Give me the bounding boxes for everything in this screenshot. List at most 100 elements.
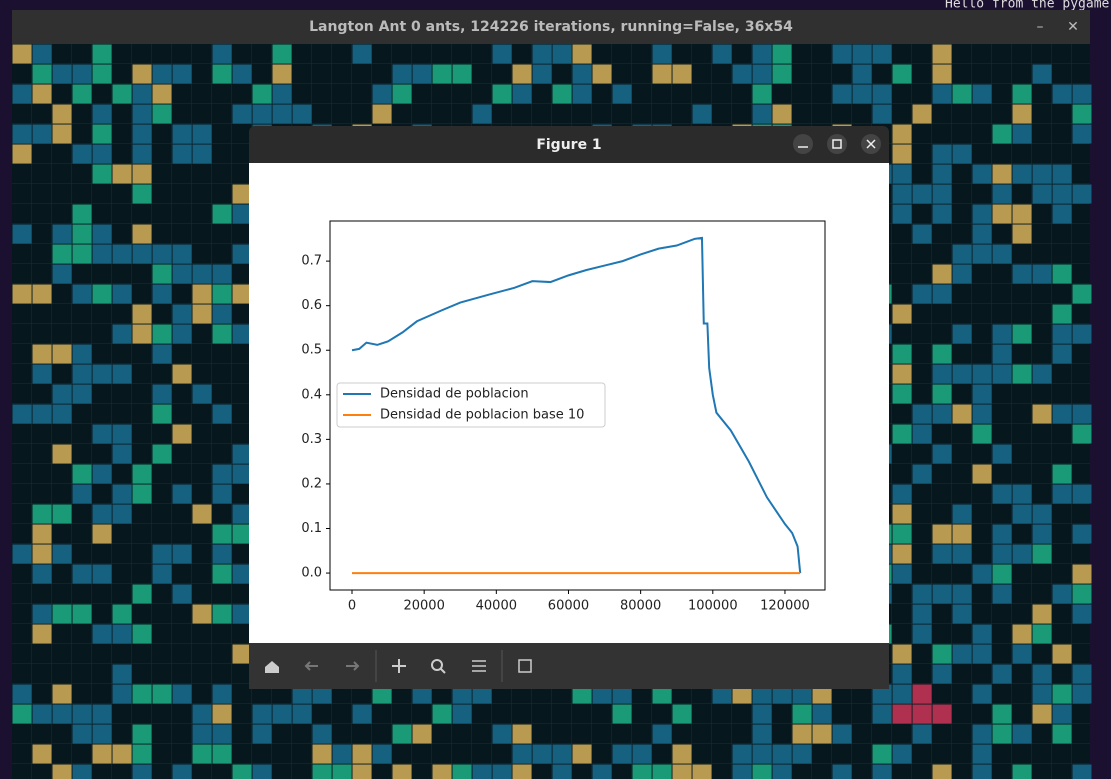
grid-cell bbox=[292, 684, 312, 704]
grid-cell bbox=[32, 624, 52, 644]
grid-cell bbox=[252, 764, 272, 779]
maximize-button[interactable] bbox=[827, 134, 847, 154]
grid-cell bbox=[952, 84, 972, 104]
grid-cell bbox=[772, 64, 792, 84]
grid-cell bbox=[892, 664, 912, 684]
grid-cell bbox=[792, 744, 812, 764]
grid-cell bbox=[972, 624, 992, 644]
grid-cell bbox=[392, 64, 412, 84]
grid-cell bbox=[212, 44, 232, 64]
grid-cell bbox=[1072, 84, 1092, 104]
grid-cell bbox=[212, 264, 232, 284]
toolbar-icons[interactable] bbox=[265, 659, 532, 674]
grid-cell bbox=[52, 684, 72, 704]
grid-cell bbox=[92, 144, 112, 164]
grid-cell bbox=[432, 764, 452, 779]
grid-cell bbox=[952, 644, 972, 664]
grid-cell bbox=[972, 424, 992, 444]
grid-cell bbox=[672, 764, 692, 779]
grid-cell bbox=[332, 744, 352, 764]
figure-title: Figure 1 bbox=[536, 137, 601, 153]
grid-cell bbox=[252, 724, 272, 744]
grid-cell bbox=[612, 704, 632, 724]
grid-cell bbox=[52, 344, 72, 364]
grid-cell bbox=[872, 44, 892, 64]
grid-cell bbox=[32, 124, 52, 144]
grid-cell bbox=[72, 364, 92, 384]
grid-cell bbox=[92, 164, 112, 184]
grid-cell bbox=[952, 404, 972, 424]
grid-cell bbox=[72, 84, 92, 104]
grid-cell bbox=[1072, 104, 1092, 124]
x-tick-label: 40000 bbox=[476, 599, 517, 614]
grid-cell bbox=[292, 704, 312, 724]
grid-cell bbox=[472, 104, 492, 124]
grid-cell bbox=[1032, 604, 1052, 624]
grid-cell bbox=[932, 644, 952, 664]
grid-cell bbox=[972, 364, 992, 384]
grid-cell bbox=[772, 764, 792, 779]
grid-cell bbox=[152, 244, 172, 264]
grid-cell bbox=[972, 644, 992, 664]
grid-cell bbox=[512, 84, 532, 104]
x-tick-label: 80000 bbox=[620, 599, 661, 614]
grid-cell bbox=[692, 764, 712, 779]
grid-cell bbox=[72, 64, 92, 84]
grid-cell bbox=[1052, 344, 1072, 364]
grid-cell bbox=[1012, 624, 1032, 644]
grid-cell bbox=[812, 704, 832, 724]
x-tick-label: 20000 bbox=[403, 599, 444, 614]
grid-cell bbox=[152, 264, 172, 284]
grid-cell bbox=[12, 284, 32, 304]
grid-cell bbox=[972, 724, 992, 744]
grid-cell bbox=[1012, 104, 1032, 124]
close-button[interactable]: ✕ bbox=[1067, 19, 1079, 35]
grid-cell bbox=[232, 644, 252, 664]
grid-cell bbox=[132, 324, 152, 344]
grid-cell bbox=[792, 724, 812, 744]
grid-cell bbox=[132, 624, 152, 644]
grid-cell bbox=[912, 404, 932, 424]
grid-cell bbox=[752, 704, 772, 724]
toolbar-separator bbox=[375, 650, 503, 682]
grid-cell bbox=[52, 444, 72, 464]
grid-cell bbox=[212, 604, 232, 624]
grid-cell bbox=[992, 544, 1012, 564]
minimize-button[interactable] bbox=[793, 134, 813, 154]
grid-cell bbox=[1032, 704, 1052, 724]
grid-cell bbox=[1072, 664, 1092, 684]
y-tick-label: 0.7 bbox=[301, 254, 322, 269]
grid-cell bbox=[932, 184, 952, 204]
grid-cell bbox=[372, 84, 392, 104]
grid-cell bbox=[812, 684, 832, 704]
grid-cell bbox=[152, 324, 172, 344]
grid-cell bbox=[212, 564, 232, 584]
grid-cell bbox=[812, 724, 832, 744]
grid-cell bbox=[232, 604, 252, 624]
grid-cell bbox=[212, 544, 232, 564]
grid-cell bbox=[172, 544, 192, 564]
grid-cell bbox=[52, 404, 72, 424]
grid-cell bbox=[132, 684, 152, 704]
grid-cell bbox=[892, 644, 912, 664]
grid-cell bbox=[232, 764, 252, 779]
grid-cell bbox=[1012, 764, 1032, 779]
grid-cell bbox=[832, 764, 852, 779]
minimize-button[interactable]: – bbox=[1037, 19, 1044, 35]
grid-cell bbox=[492, 724, 512, 744]
grid-cell bbox=[72, 464, 92, 484]
grid-cell bbox=[92, 104, 112, 124]
grid-cell bbox=[792, 704, 812, 724]
grid-cell bbox=[132, 304, 152, 324]
grid-cell bbox=[592, 764, 612, 779]
grid-cell bbox=[932, 584, 952, 604]
grid-cell bbox=[92, 724, 112, 744]
grid-cell bbox=[172, 324, 192, 344]
grid-cell bbox=[972, 404, 992, 424]
grid-cell bbox=[992, 344, 1012, 364]
grid-cell bbox=[172, 364, 192, 384]
grid-cell bbox=[1012, 324, 1032, 344]
grid-cell bbox=[412, 684, 432, 704]
grid-cell bbox=[872, 104, 892, 124]
grid-cell bbox=[932, 284, 952, 304]
